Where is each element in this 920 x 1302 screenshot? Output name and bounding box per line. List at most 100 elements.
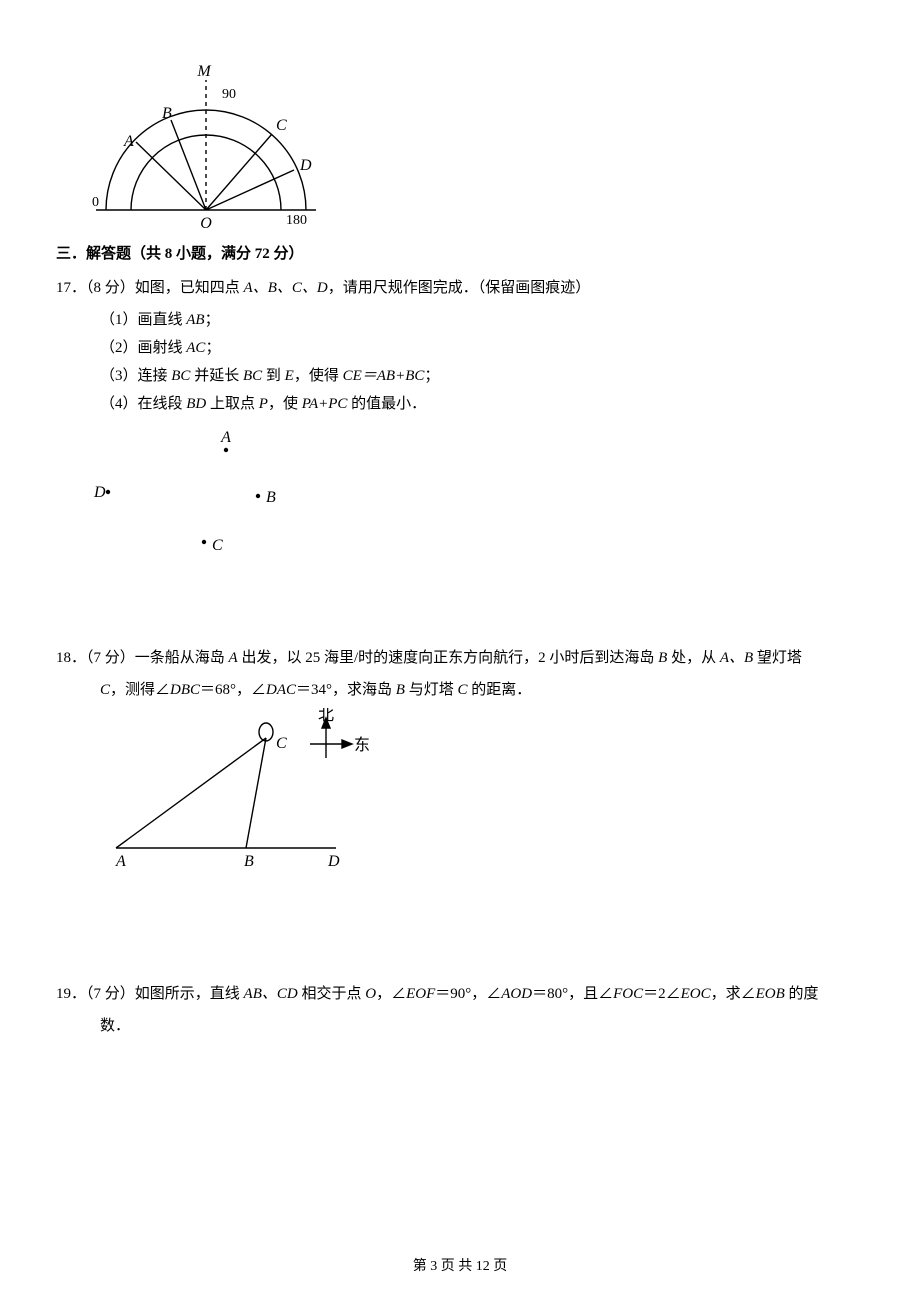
q17-points-figure: A D B C [86, 422, 326, 572]
q17-s1b: AB [186, 312, 204, 328]
ft-c: 页 共 [437, 1259, 476, 1274]
protractor-figure: M 90 B C A D 0 180 O [76, 60, 336, 230]
q17-s2b: AC [186, 340, 205, 356]
q19-o: 的度 [785, 986, 819, 1002]
q19-e: ，∠ [376, 986, 406, 1002]
q17-s3h: CE＝AB+BC [343, 368, 425, 384]
q19-d: O [365, 986, 376, 1002]
q18-north: 北 [318, 708, 334, 724]
q17-stem: 17．（8 分）如图，已知四点 A、B、C、D，请用尺规作图完成．（保留画图痕迹… [56, 276, 864, 300]
section3-title: 三．解答题（共 8 小题，满分 72 分） [56, 242, 864, 266]
q17-s3g: ，使得 [294, 368, 343, 384]
page: M 90 B C A D 0 180 O 三．解答题（共 8 小题，满分 72 … [0, 0, 920, 1302]
q18-stem: 18．（7 分）一条船从海岛 A 出发，以 25 海里/时的速度向正东方向航行，… [56, 646, 864, 670]
q19-k: ＝2∠ [643, 986, 681, 1002]
q19-line2: 数． [100, 1014, 864, 1038]
page-number: 第 3 页 共 12 页 [0, 1256, 920, 1278]
q19-n: EOB [756, 986, 785, 1002]
q18-no: 18． [56, 650, 86, 666]
ft-a: 第 [413, 1259, 431, 1274]
ft-d: 12 [476, 1259, 490, 1274]
q18-l2b: ，测得∠ [110, 682, 170, 698]
q18-e: 处，从 [667, 650, 720, 666]
q18-D: D [327, 853, 340, 870]
q17-s3c: 并延长 [190, 368, 243, 384]
q19-b: AB、CD [244, 986, 298, 1002]
label-b-top: B [162, 105, 172, 122]
q17-s4d: P [259, 396, 268, 412]
q17-b: ，请用尺规作图完成．（保留画图痕迹） [328, 280, 591, 296]
q18-A: A [115, 853, 126, 870]
q19-l: EOC [681, 986, 711, 1002]
q18-f: A、B [720, 650, 753, 666]
q19-f: EOF [406, 986, 435, 1002]
q17-s4e: ，使 [268, 396, 302, 412]
q18-east: 东 [354, 736, 370, 754]
q19-h: AOD [501, 986, 532, 1002]
q17-s4f: PA+PC [302, 396, 348, 412]
label-180: 180 [286, 213, 307, 228]
q17-fig-c: C [212, 537, 223, 554]
q17-sub2: （2）画射线 AC； [100, 336, 864, 360]
q17-s1c: ； [205, 312, 220, 328]
q18-l2j: 的距离． [467, 682, 531, 698]
q17-points: （8 分） [86, 280, 135, 296]
q18-B: B [244, 853, 254, 870]
spacer-1 [56, 582, 864, 642]
q19-c: 相交于点 [298, 986, 366, 1002]
q19-no: 19． [56, 986, 86, 1002]
q17-sub4: （4）在线段 BD 上取点 P，使 PA+PC 的值最小． [100, 392, 864, 416]
q18-l2c: DBC [170, 682, 200, 698]
q17-s3e: 到 [262, 368, 285, 384]
q17-pts: A、B、C、D [244, 280, 328, 296]
q19-j: FOC [613, 986, 643, 1002]
q19-m: ，求∠ [711, 986, 756, 1002]
q17-sub3: （3）连接 BC 并延长 BC 到 E，使得 CE＝AB+BC； [100, 364, 864, 388]
q18-l2i: C [457, 682, 467, 698]
q18-a: 一条船从海岛 [135, 650, 229, 666]
label-m: M [196, 63, 212, 80]
q17-s4a: （4）在线段 [100, 396, 186, 412]
label-c-top: C [276, 117, 287, 134]
q19-a: 如图所示，直线 [135, 986, 244, 1002]
q17-s2a: （2）画射线 [100, 340, 186, 356]
q18-l2a: C [100, 682, 110, 698]
q18-pts: （7 分） [86, 650, 135, 666]
q18-l2e: DAC [266, 682, 296, 698]
q18-b: A [229, 650, 238, 666]
spacer-2 [56, 888, 864, 978]
label-d-top: D [299, 157, 312, 174]
q18-l2g: B [396, 682, 405, 698]
q18-g: 望灯塔 [753, 650, 802, 666]
q19-pts: （7 分） [86, 986, 135, 1002]
q19-i: ＝80°，且∠ [532, 986, 613, 1002]
q18-l2h: 与灯塔 [405, 682, 458, 698]
ft-e: 页 [490, 1259, 508, 1274]
q17-s4g: 的值最小． [347, 396, 426, 412]
q17-s3f: E [285, 368, 294, 384]
q17-s4b: BD [186, 396, 206, 412]
label-o: O [200, 215, 212, 230]
q17-s3i: ； [424, 368, 439, 384]
q17-sub1: （1）画直线 AB； [100, 308, 864, 332]
q17-s3a: （3）连接 [100, 368, 171, 384]
q17-fig-d: D [93, 484, 106, 501]
q19-stem: 19．（7 分）如图所示，直线 AB、CD 相交于点 O，∠EOF＝90°，∠A… [56, 982, 864, 1006]
q17-s1a: （1）画直线 [100, 312, 186, 328]
q17-fig-a: A [220, 429, 231, 446]
q18-l2d: ＝68°，∠ [200, 682, 266, 698]
q17-no: 17． [56, 280, 86, 296]
q17-s3b: BC [171, 368, 190, 384]
q18-d: B [658, 650, 667, 666]
q17-s2c: ； [205, 340, 220, 356]
q17-s4c: 上取点 [206, 396, 259, 412]
q19-g: ＝90°，∠ [435, 986, 501, 1002]
label-0: 0 [92, 195, 99, 210]
q18-figure: A B D C 北 东 [96, 708, 396, 878]
q17-a: 如图，已知四点 [135, 280, 244, 296]
q17-s3d: BC [243, 368, 262, 384]
q18-c: 出发，以 25 海里/时的速度向正东方向航行，2 小时后到达海岛 [238, 650, 658, 666]
q18-line2: C，测得∠DBC＝68°，∠DAC＝34°，求海岛 B 与灯塔 C 的距离． [100, 678, 864, 702]
q18-C: C [276, 735, 287, 752]
q17-fig-b: B [266, 489, 276, 506]
